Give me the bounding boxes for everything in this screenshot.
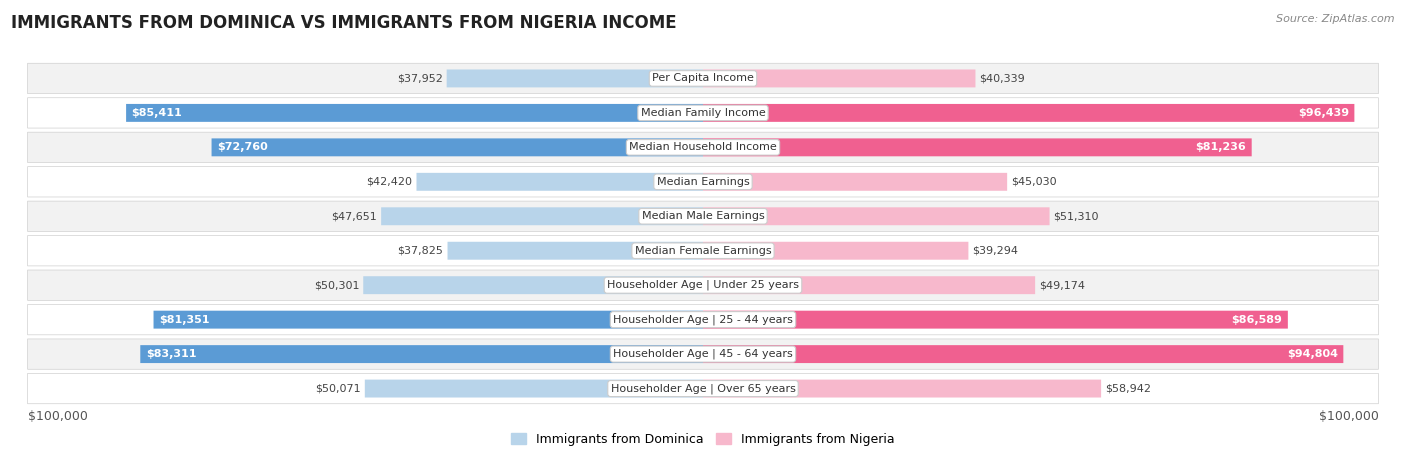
Text: $81,236: $81,236 — [1195, 142, 1246, 152]
Text: Median Family Income: Median Family Income — [641, 108, 765, 118]
FancyBboxPatch shape — [28, 63, 1378, 93]
FancyBboxPatch shape — [703, 276, 1035, 294]
FancyBboxPatch shape — [381, 207, 703, 225]
Text: $45,030: $45,030 — [1011, 177, 1057, 187]
Text: $42,420: $42,420 — [367, 177, 412, 187]
Legend: Immigrants from Dominica, Immigrants from Nigeria: Immigrants from Dominica, Immigrants fro… — [506, 428, 900, 451]
Text: $50,071: $50,071 — [315, 383, 361, 394]
Text: $51,310: $51,310 — [1053, 211, 1099, 221]
FancyBboxPatch shape — [28, 304, 1378, 335]
Text: $83,311: $83,311 — [146, 349, 197, 359]
FancyBboxPatch shape — [447, 242, 703, 260]
FancyBboxPatch shape — [28, 339, 1378, 369]
Text: $50,301: $50,301 — [314, 280, 359, 290]
Text: Householder Age | 25 - 44 years: Householder Age | 25 - 44 years — [613, 314, 793, 325]
FancyBboxPatch shape — [28, 270, 1378, 300]
Text: IMMIGRANTS FROM DOMINICA VS IMMIGRANTS FROM NIGERIA INCOME: IMMIGRANTS FROM DOMINICA VS IMMIGRANTS F… — [11, 14, 676, 32]
Text: Median Female Earnings: Median Female Earnings — [634, 246, 772, 256]
Text: $72,760: $72,760 — [217, 142, 267, 152]
FancyBboxPatch shape — [28, 132, 1378, 163]
FancyBboxPatch shape — [28, 167, 1378, 197]
Text: $47,651: $47,651 — [332, 211, 377, 221]
FancyBboxPatch shape — [703, 138, 1251, 156]
Text: Median Earnings: Median Earnings — [657, 177, 749, 187]
Text: $81,351: $81,351 — [159, 315, 209, 325]
FancyBboxPatch shape — [416, 173, 703, 191]
Text: $100,000: $100,000 — [28, 410, 87, 423]
FancyBboxPatch shape — [28, 374, 1378, 404]
FancyBboxPatch shape — [703, 380, 1101, 397]
FancyBboxPatch shape — [211, 138, 703, 156]
Text: $58,942: $58,942 — [1105, 383, 1152, 394]
Text: $100,000: $100,000 — [1319, 410, 1378, 423]
Text: $85,411: $85,411 — [132, 108, 183, 118]
FancyBboxPatch shape — [28, 235, 1378, 266]
Text: Median Household Income: Median Household Income — [628, 142, 778, 152]
FancyBboxPatch shape — [153, 311, 703, 329]
FancyBboxPatch shape — [703, 242, 969, 260]
Text: $39,294: $39,294 — [973, 246, 1018, 256]
FancyBboxPatch shape — [364, 380, 703, 397]
Text: $37,952: $37,952 — [396, 73, 443, 84]
FancyBboxPatch shape — [127, 104, 703, 122]
Text: $40,339: $40,339 — [980, 73, 1025, 84]
FancyBboxPatch shape — [28, 98, 1378, 128]
FancyBboxPatch shape — [703, 70, 976, 87]
FancyBboxPatch shape — [28, 201, 1378, 232]
Text: Per Capita Income: Per Capita Income — [652, 73, 754, 84]
Text: $37,825: $37,825 — [398, 246, 443, 256]
Text: $94,804: $94,804 — [1286, 349, 1339, 359]
Text: $49,174: $49,174 — [1039, 280, 1085, 290]
Text: Householder Age | Under 25 years: Householder Age | Under 25 years — [607, 280, 799, 290]
Text: Median Male Earnings: Median Male Earnings — [641, 211, 765, 221]
FancyBboxPatch shape — [447, 70, 703, 87]
FancyBboxPatch shape — [141, 345, 703, 363]
FancyBboxPatch shape — [703, 104, 1354, 122]
Text: Householder Age | Over 65 years: Householder Age | Over 65 years — [610, 383, 796, 394]
FancyBboxPatch shape — [703, 207, 1049, 225]
Text: Householder Age | 45 - 64 years: Householder Age | 45 - 64 years — [613, 349, 793, 359]
FancyBboxPatch shape — [703, 173, 1007, 191]
FancyBboxPatch shape — [703, 311, 1288, 329]
Text: $86,589: $86,589 — [1232, 315, 1282, 325]
Text: Source: ZipAtlas.com: Source: ZipAtlas.com — [1277, 14, 1395, 24]
FancyBboxPatch shape — [703, 345, 1343, 363]
Text: $96,439: $96,439 — [1298, 108, 1348, 118]
FancyBboxPatch shape — [363, 276, 703, 294]
